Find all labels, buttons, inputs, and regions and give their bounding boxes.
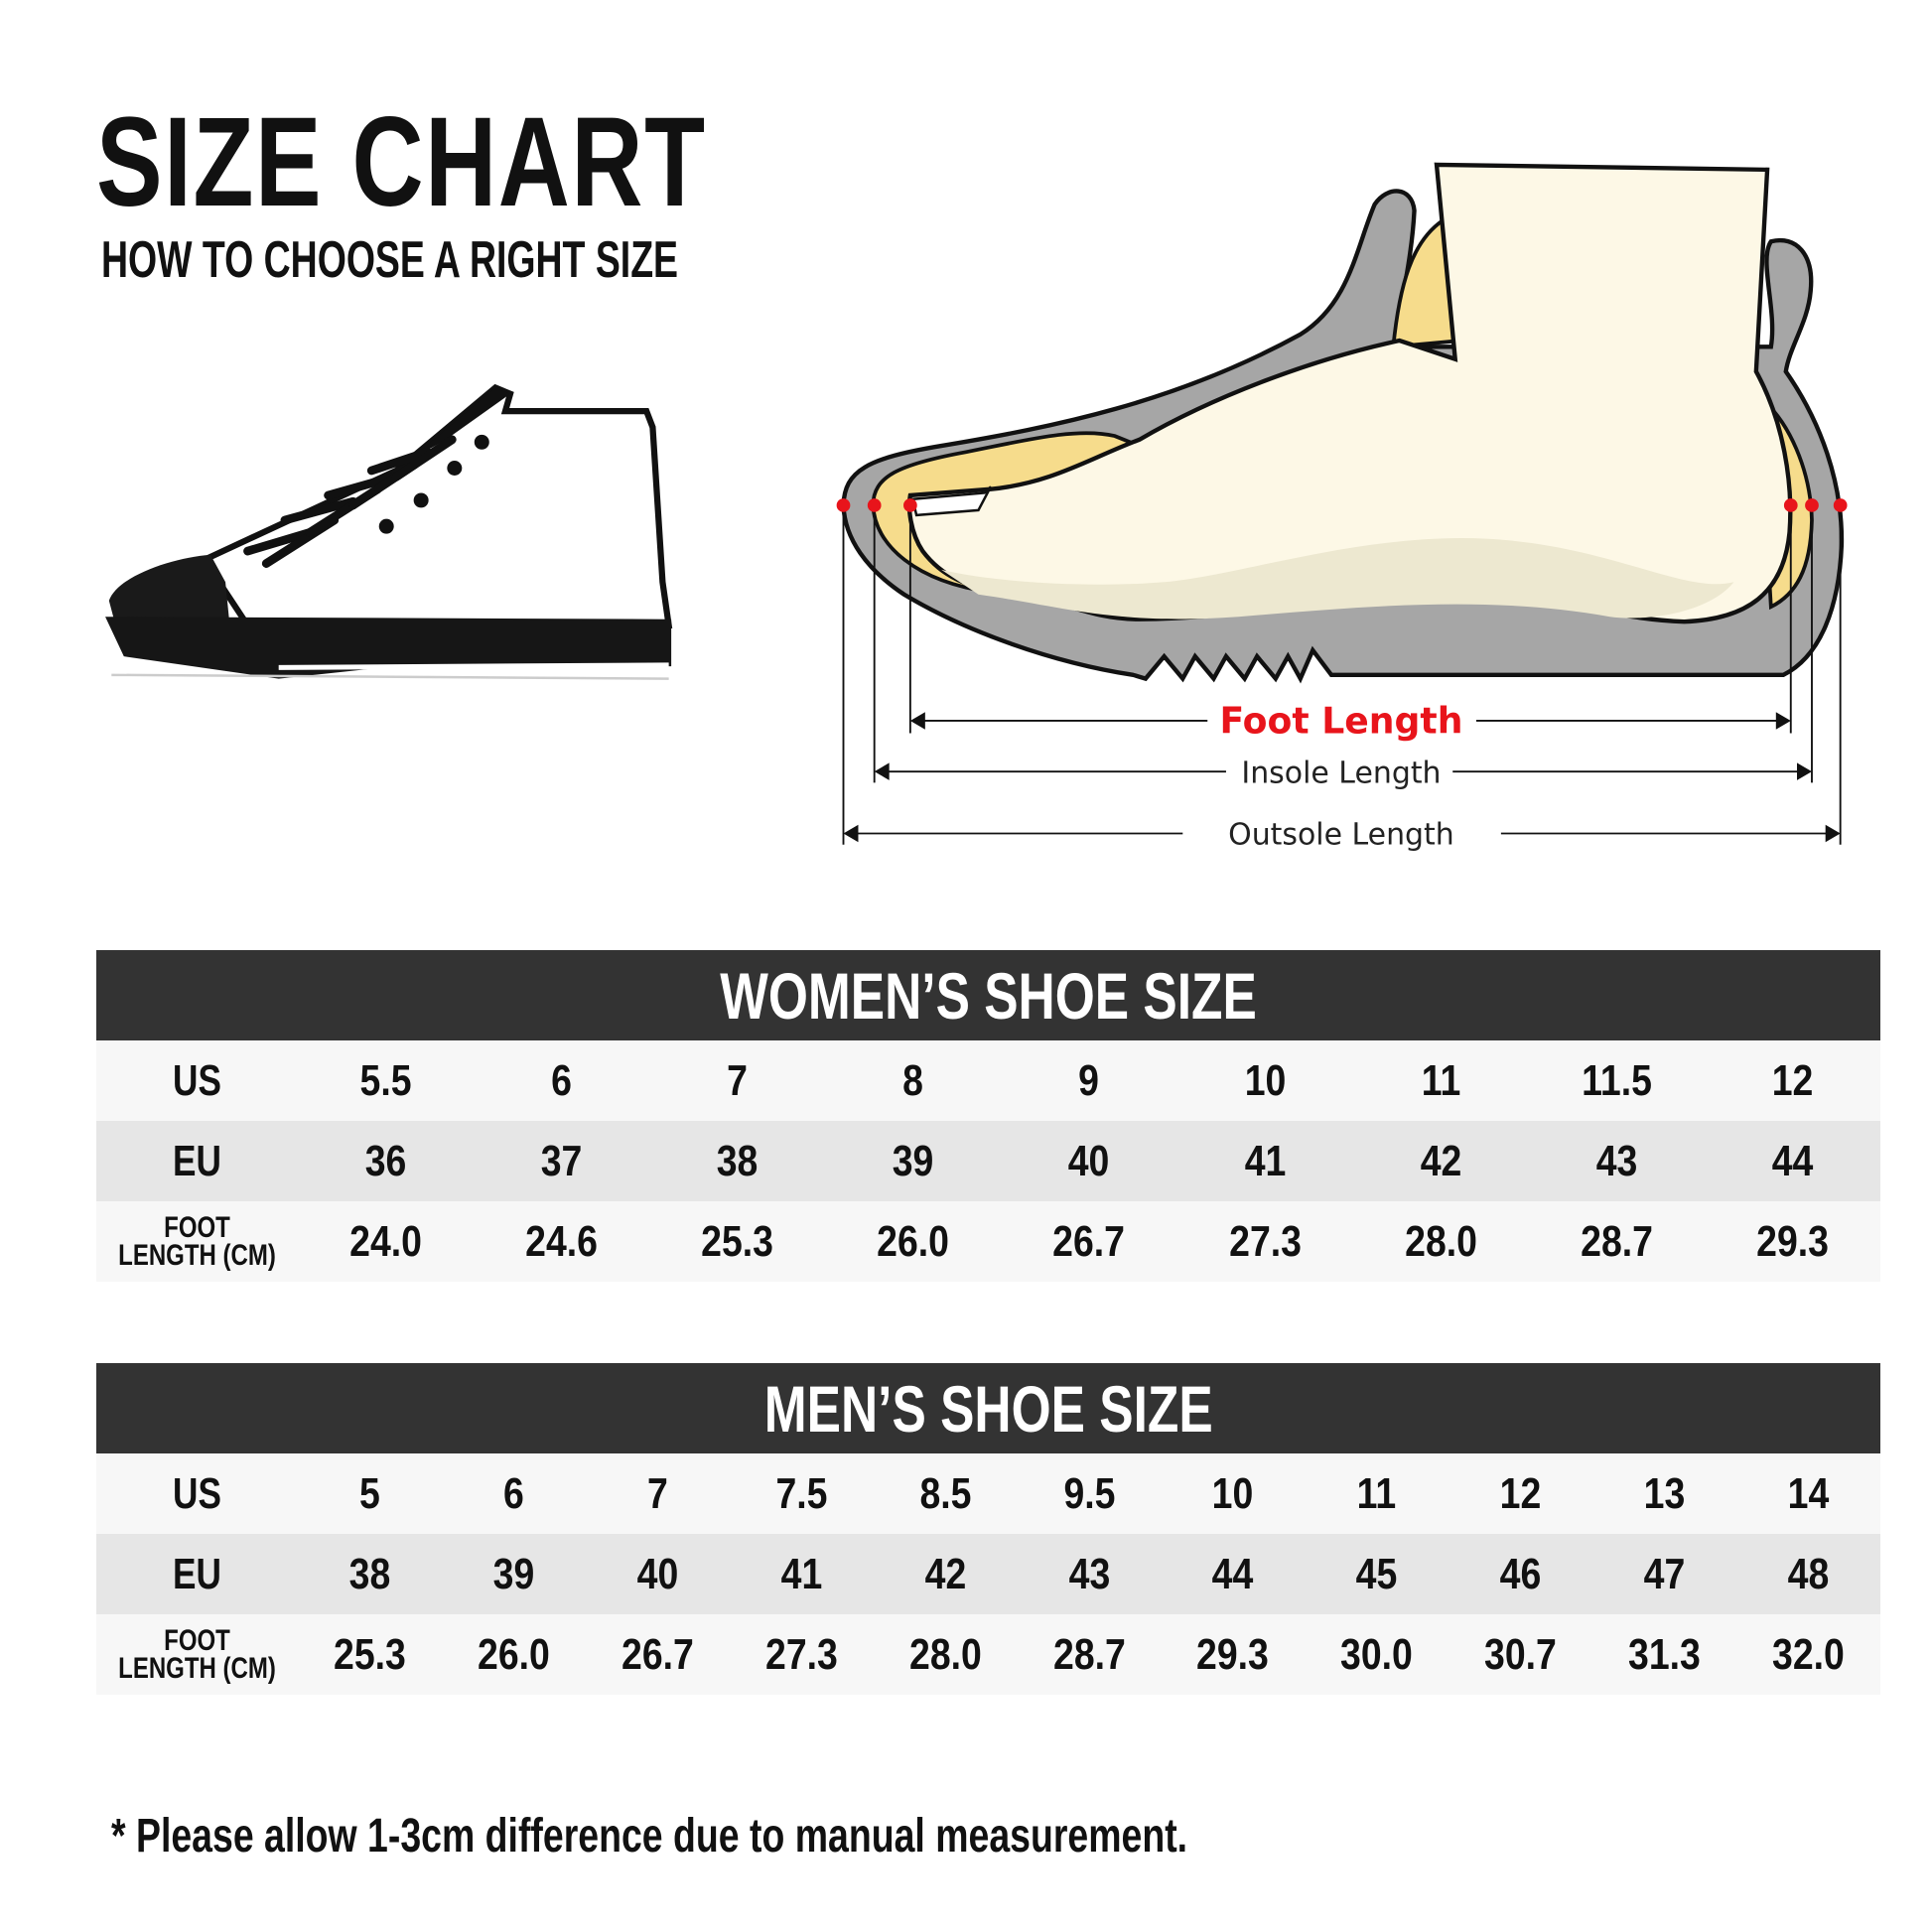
table-cell: 30.7 — [1484, 1629, 1558, 1679]
table-header: WOMEN’S SHOE SIZE — [96, 950, 1880, 1040]
table-row-us: US 5.5 6 7 8 9 10 11 11.5 12 — [96, 1040, 1880, 1121]
table-cell: 8 — [902, 1055, 924, 1105]
table-cell: 10 — [1212, 1468, 1254, 1518]
table-cell: 41 — [1244, 1136, 1286, 1185]
measurement-points — [836, 498, 1848, 512]
footnote: * Please allow 1-3cm difference due to m… — [111, 1810, 1188, 1863]
illustrations: Foot Length Insole Length Outsole Length — [105, 162, 1848, 853]
table-cell: 10 — [1244, 1055, 1286, 1105]
mens-size-table: MEN’S SHOE SIZE US 5 6 7 7.5 8.5 9.5 10 11 12 13 1… — [96, 1363, 1880, 1695]
page-subtitle: HOW TO CHOOSE A RIGHT SIZE — [101, 231, 679, 289]
row-label-line: LENGTH (CM) — [118, 1238, 276, 1272]
row-label: FOOT LENGTH (CM) — [116, 1623, 277, 1685]
table-cell: 45 — [1355, 1549, 1398, 1598]
table-cell: 31.3 — [1628, 1629, 1701, 1679]
table-cell: 11.5 — [1581, 1055, 1652, 1105]
table-cell: 6 — [502, 1468, 524, 1518]
laces-icon — [243, 435, 457, 568]
table-cell: 37 — [540, 1136, 583, 1185]
table-cell: 9.5 — [1062, 1468, 1115, 1518]
row-label: EU — [173, 1136, 221, 1185]
table-cell: 36 — [364, 1136, 407, 1185]
table-cell: 11 — [1357, 1468, 1397, 1518]
table-header: MEN’S SHOE SIZE — [96, 1363, 1880, 1453]
table-cell: 48 — [1787, 1549, 1830, 1598]
table-cell: 25.3 — [701, 1216, 774, 1266]
table-cell: 25.3 — [334, 1629, 406, 1679]
table-cell: 9 — [1078, 1055, 1100, 1105]
row-label: EU — [173, 1549, 221, 1598]
table-cell: 38 — [716, 1136, 759, 1185]
table-cell: 29.3 — [1756, 1216, 1829, 1266]
table-cell: 43 — [1068, 1549, 1110, 1598]
table-cell: 26.0 — [877, 1216, 950, 1266]
table-cell: 38 — [348, 1549, 391, 1598]
table-cell: 26.7 — [621, 1629, 694, 1679]
row-label-line: FOOT — [164, 1210, 230, 1244]
table-cell: 13 — [1643, 1468, 1686, 1518]
table-cell: 43 — [1595, 1136, 1638, 1185]
table-cell: 11 — [1421, 1055, 1460, 1105]
table-row-foot-length: FOOT LENGTH (CM) 24.0 24.6 25.3 26.0 26.7 27.3… — [96, 1201, 1880, 1282]
table-cell: 28.0 — [908, 1629, 982, 1679]
womens-size-table: WOMEN’S SHOE SIZE US 5.5 6 7 8 9 10 11 11.5 12 E… — [96, 950, 1880, 1282]
table-row-us: US 5 6 7 7.5 8.5 9.5 10 11 12 13 14 — [96, 1453, 1880, 1534]
table-cell: 27.3 — [1228, 1216, 1302, 1266]
table-cell: 40 — [636, 1549, 679, 1598]
table-cell: 7.5 — [775, 1468, 828, 1518]
table-row-eu: EU 38 39 40 41 42 43 44 45 46 47 48 — [96, 1534, 1880, 1614]
table-cell: 47 — [1643, 1549, 1686, 1598]
table-cell: 6 — [551, 1055, 573, 1105]
row-label: US — [173, 1055, 221, 1105]
table-cell: 29.3 — [1196, 1629, 1270, 1679]
table-row-eu: EU 36 37 38 39 40 41 42 43 44 — [96, 1121, 1880, 1201]
table-cell: 30.0 — [1340, 1629, 1414, 1679]
table-title: MEN’S SHOE SIZE — [763, 1371, 1213, 1446]
table-cell: 24.6 — [525, 1216, 599, 1266]
table-cell: 28.0 — [1404, 1216, 1477, 1266]
sneaker-image — [105, 383, 673, 680]
table-cell: 42 — [924, 1549, 966, 1598]
row-label: US — [173, 1468, 221, 1518]
table-cell: 26.7 — [1052, 1216, 1126, 1266]
table-cell: 28.7 — [1580, 1216, 1653, 1266]
row-label-line: FOOT — [164, 1623, 230, 1657]
page-title: SIZE CHART — [96, 91, 707, 233]
table-cell: 7 — [646, 1468, 668, 1518]
table-cell: 40 — [1068, 1136, 1110, 1185]
table-cell: 41 — [780, 1549, 822, 1598]
table-cell: 12 — [1771, 1055, 1814, 1105]
table-title: WOMEN’S SHOE SIZE — [720, 958, 1257, 1033]
table-cell: 27.3 — [764, 1629, 838, 1679]
table-cell: 39 — [492, 1549, 535, 1598]
table-cell: 46 — [1499, 1549, 1542, 1598]
table-cell: 8.5 — [919, 1468, 972, 1518]
table-cell: 5 — [359, 1468, 380, 1518]
foot-length-label: Foot Length — [1219, 699, 1462, 742]
outsole-length-label: Outsole Length — [1228, 818, 1454, 853]
table-cell: 14 — [1787, 1468, 1830, 1518]
table-cell: 44 — [1212, 1549, 1254, 1598]
row-label-line: LENGTH (CM) — [118, 1651, 276, 1685]
table-cell: 5.5 — [359, 1055, 412, 1105]
table-cell: 7 — [727, 1055, 749, 1105]
table-cell: 24.0 — [349, 1216, 422, 1266]
table-cell: 32.0 — [1772, 1629, 1845, 1679]
foot-measurement-diagram: Foot Length Insole Length Outsole Length — [836, 162, 1848, 853]
table-cell: 42 — [1420, 1136, 1462, 1185]
table-cell: 26.0 — [477, 1629, 550, 1679]
table-cell: 12 — [1499, 1468, 1542, 1518]
insole-length-label: Insole Length — [1241, 756, 1441, 790]
table-cell: 44 — [1771, 1136, 1814, 1185]
table-cell: 39 — [893, 1136, 934, 1185]
table-row-foot-length: FOOT LENGTH (CM) 25.3 26.0 26.7 27.3 28.0 28.7… — [96, 1614, 1880, 1695]
row-label: FOOT LENGTH (CM) — [116, 1210, 277, 1272]
table-cell: 28.7 — [1052, 1629, 1126, 1679]
